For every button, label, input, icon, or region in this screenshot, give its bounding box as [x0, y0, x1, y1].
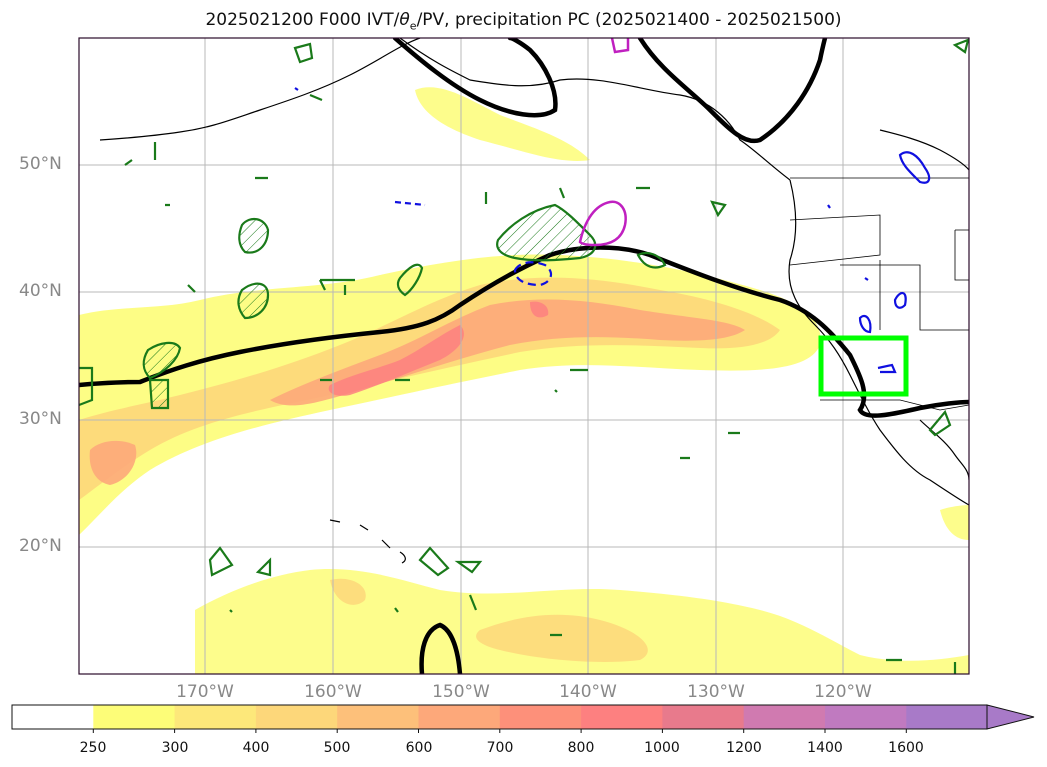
- colorbar-swatch: [255, 705, 338, 729]
- colorbar-tick-300: 300: [161, 740, 189, 756]
- lon-label-160w: 160°W: [304, 682, 362, 702]
- lat-label-50: 50°N: [19, 154, 62, 174]
- graticule: [79, 38, 969, 674]
- colorbar-swatch: [499, 705, 582, 729]
- colorbar-tick-400: 400: [242, 740, 270, 756]
- political-borders: [789, 177, 969, 411]
- colorbar-swatch: [743, 705, 826, 729]
- colorbar-tick-500: 500: [323, 740, 351, 756]
- colorbar-tick-800: 800: [567, 740, 595, 756]
- lon-label-130w: 130°W: [687, 682, 745, 702]
- region-highlight-box: [818, 335, 909, 397]
- colorbar-tick-1000: 1000: [644, 740, 680, 756]
- ivt-band-800: [328, 301, 549, 396]
- pv-magenta-contours: [578, 38, 630, 247]
- lat-label-40: 40°N: [19, 281, 62, 301]
- lon-label-150w: 150°W: [432, 682, 490, 702]
- colorbar-tick-1200: 1200: [726, 740, 762, 756]
- map-panel: [78, 37, 970, 675]
- ivt-filled-contours: [79, 87, 969, 674]
- colorbar-swatch: [662, 705, 745, 729]
- colorbar-swatch: [825, 705, 907, 729]
- colorbar-swatch: [581, 705, 663, 729]
- ivt-band-east: [940, 505, 969, 540]
- colorbar-tick-250: 250: [79, 740, 107, 756]
- colorbar-swatch: [418, 705, 501, 729]
- lon-label-120w: 120°W: [814, 682, 872, 702]
- colorbar-tick-1400: 1400: [807, 740, 843, 756]
- colorbar-tick-700: 700: [486, 740, 514, 756]
- colorbar-tick-600: 600: [405, 740, 433, 756]
- colorbar-swatch: [12, 705, 94, 729]
- colorbar-swatch: [174, 705, 257, 729]
- map-frame: [78, 37, 970, 675]
- colorbar-extend-arrow: [986, 704, 1035, 730]
- colorbar-swatch: [337, 705, 419, 729]
- lon-label-170w: 170°W: [176, 682, 234, 702]
- colorbar-swatch: [906, 705, 989, 729]
- lat-label-20: 20°N: [19, 536, 62, 556]
- colorbar-frame: [11, 704, 988, 730]
- pv-blue-contours: [294, 87, 931, 374]
- ivt-band-south-400: [330, 578, 648, 662]
- pv-green-contours: [79, 38, 969, 674]
- lon-label-140w: 140°W: [559, 682, 617, 702]
- lat-label-30: 30°N: [19, 409, 62, 429]
- colorbar-tick-1600: 1600: [888, 740, 924, 756]
- ivt-band-north: [415, 87, 590, 161]
- map-title: 2025021200 F000 IVT/θe/PV, precipitation…: [205, 10, 842, 33]
- ivt-band-west-600: [89, 440, 137, 485]
- colorbar-swatch: [93, 705, 176, 729]
- ivt-colorbar: [11, 704, 1035, 733]
